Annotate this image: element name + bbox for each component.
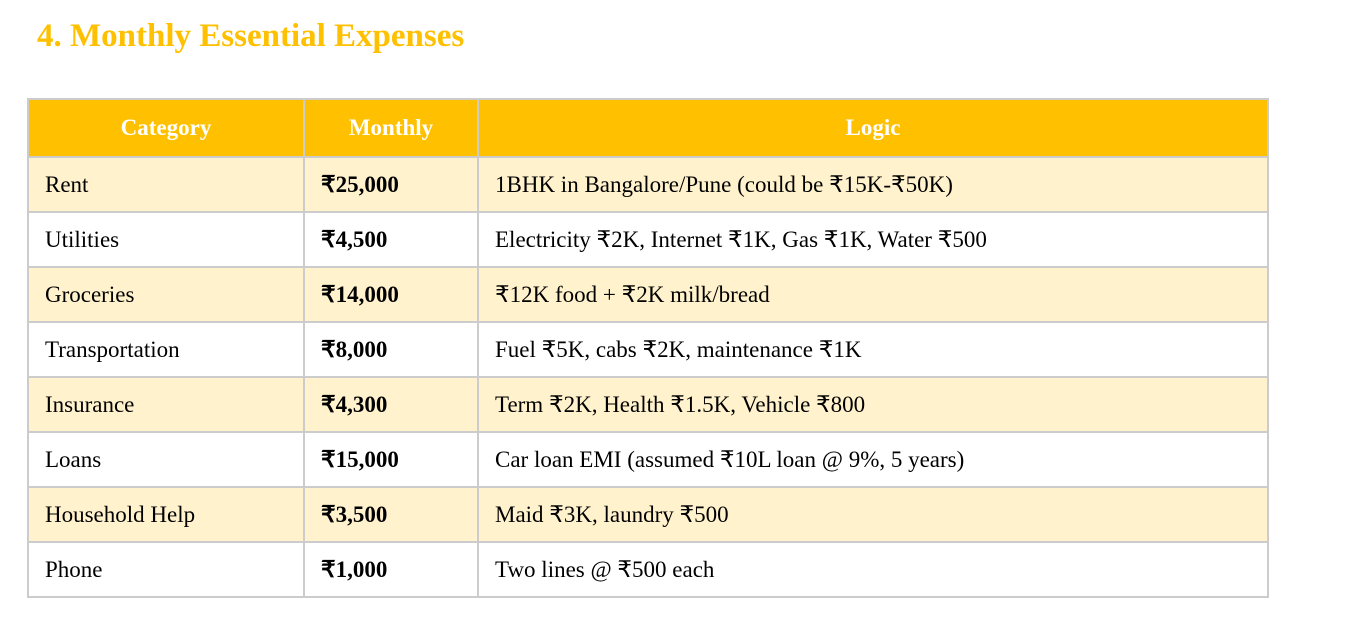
logic-cell: Fuel ₹5K, cabs ₹2K, maintenance ₹1K: [477, 321, 1269, 378]
table-row: Phone ₹1,000 Two lines @ ₹500 each: [27, 541, 1269, 598]
table-row: Groceries ₹14,000 ₹12K food + ₹2K milk/bre…: [27, 266, 1269, 323]
category-cell: Insurance: [27, 376, 305, 433]
category-cell: Phone: [27, 541, 305, 598]
section-title: 4. Monthly Essential Expenses: [37, 18, 465, 54]
table-row: Household Help ₹3,500 Maid ₹3K, laundry ₹5…: [27, 486, 1269, 543]
table-row: Transportation ₹8,000 Fuel ₹5K, cabs ₹2K, …: [27, 321, 1269, 378]
table-row: Insurance ₹4,300 Term ₹2K, Health ₹1.5K, V…: [27, 376, 1269, 433]
monthly-cell: ₹14,000: [303, 266, 479, 323]
monthly-cell: ₹15,000: [303, 431, 479, 488]
monthly-cell: ₹1,000: [303, 541, 479, 598]
logic-cell: ₹12K food + ₹2K milk/bread: [477, 266, 1269, 323]
table-header-row: Category Monthly Logic: [27, 98, 1269, 158]
table-row: Rent ₹25,000 1BHK in Bangalore/Pune (could…: [27, 156, 1269, 213]
logic-cell: Electricity ₹2K, Internet ₹1K, Gas ₹1K, …: [477, 211, 1269, 268]
category-cell: Rent: [27, 156, 305, 213]
monthly-cell: ₹3,500: [303, 486, 479, 543]
category-cell: Transportation: [27, 321, 305, 378]
category-cell: Utilities: [27, 211, 305, 268]
table-row: Loans ₹15,000 Car loan EMI (assumed ₹10L l…: [27, 431, 1269, 488]
category-cell: Groceries: [27, 266, 305, 323]
monthly-cell: ₹4,500: [303, 211, 479, 268]
category-cell: Loans: [27, 431, 305, 488]
logic-cell: Car loan EMI (assumed ₹10L loan @ 9%, 5 …: [477, 431, 1269, 488]
header-category: Category: [27, 98, 305, 158]
expenses-table: Category Monthly Logic Rent ₹25,000 1BHK i…: [27, 98, 1269, 598]
table-row: Utilities ₹4,500 Electricity ₹2K, Internet…: [27, 211, 1269, 268]
header-monthly: Monthly: [303, 98, 479, 158]
monthly-cell: ₹8,000: [303, 321, 479, 378]
logic-cell: 1BHK in Bangalore/Pune (could be ₹15K-₹5…: [477, 156, 1269, 213]
logic-cell: Two lines @ ₹500 each: [477, 541, 1269, 598]
header-logic: Logic: [477, 98, 1269, 158]
logic-cell: Maid ₹3K, laundry ₹500: [477, 486, 1269, 543]
monthly-cell: ₹4,300: [303, 376, 479, 433]
logic-cell: Term ₹2K, Health ₹1.5K, Vehicle ₹800: [477, 376, 1269, 433]
monthly-cell: ₹25,000: [303, 156, 479, 213]
category-cell: Household Help: [27, 486, 305, 543]
